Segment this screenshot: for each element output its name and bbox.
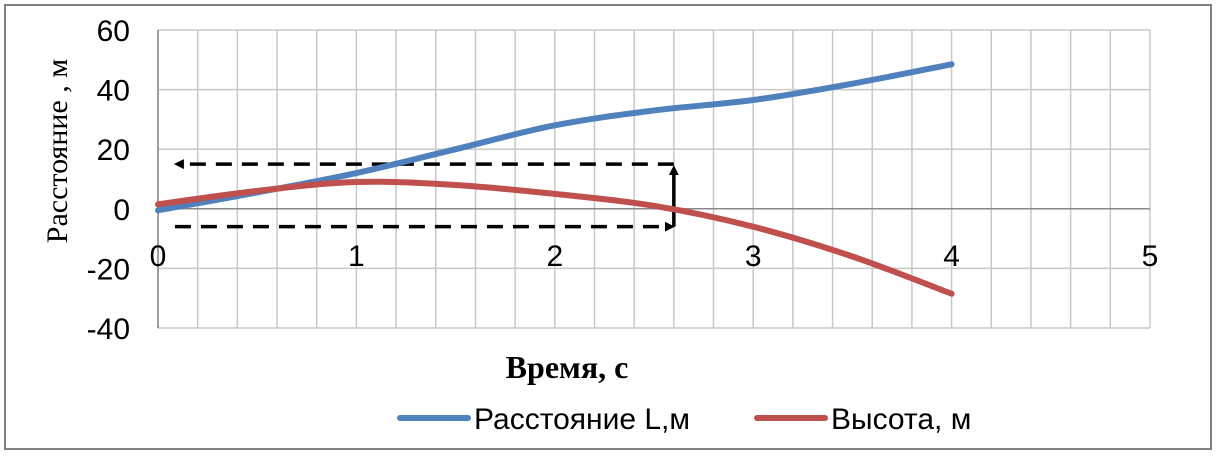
legend: Расстояние L,м Высота, м [397,403,971,436]
annotations [173,159,679,232]
y-axis-label: Расстояние , м [41,59,74,243]
y-tick-label: -20 [87,253,130,286]
x-tick-label: 0 [150,240,167,273]
x-tick-label: 2 [546,240,563,273]
x-tick-label: 1 [348,240,365,273]
y-tick-label: 60 [97,15,130,48]
y-tick-label: 0 [113,194,130,227]
tick-labels: 60 40 20 0 -20 -40 0 1 2 3 4 5 [87,15,1159,346]
grid [157,29,1151,329]
axes [157,30,1150,328]
y-tick-label: 20 [97,134,130,167]
x-tick-label: 5 [1142,240,1159,273]
y-tick-label: -40 [87,313,130,346]
x-tick-label: 3 [745,240,762,273]
x-axis-label: Время, с [506,349,629,385]
series-lines [155,61,955,297]
x-tick-label: 4 [943,240,960,273]
legend-label-1: Расстояние L,м [474,403,690,436]
series-line-2 [155,178,955,297]
y-tick-label: 40 [97,75,130,108]
legend-label-2: Высота, м [831,403,971,436]
